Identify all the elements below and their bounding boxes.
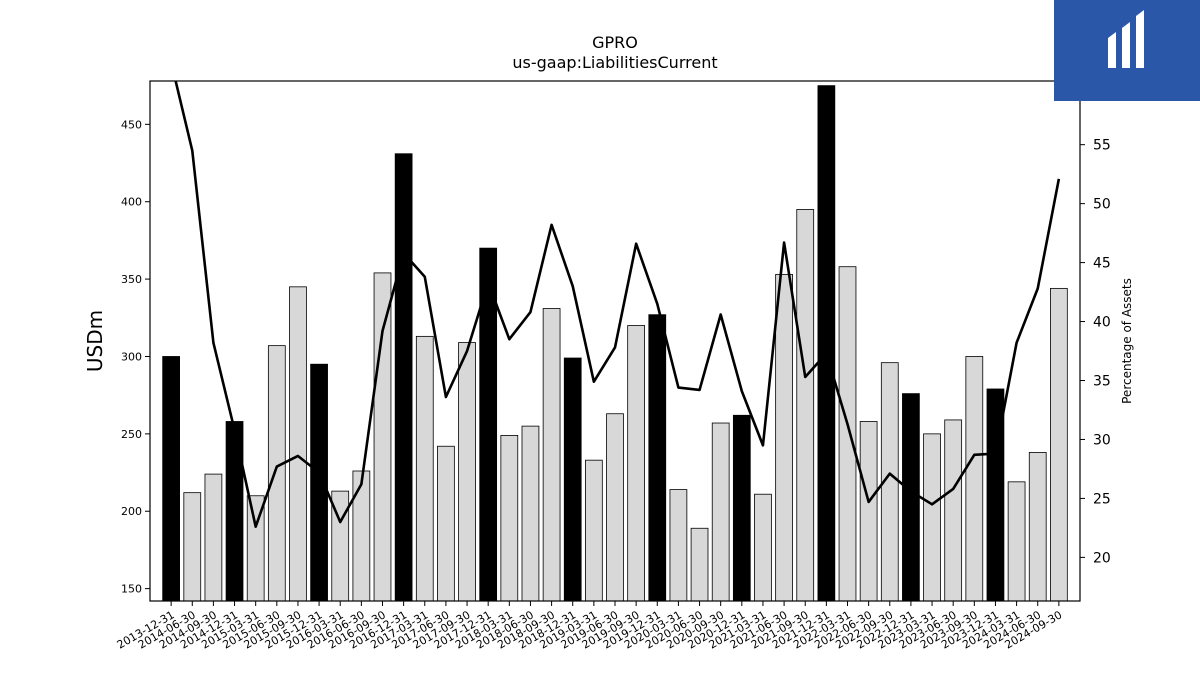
bar-2021-12-31 (817, 85, 836, 602)
bar-2018-06-30 (521, 425, 540, 602)
bar-2022-03-31 (838, 266, 857, 602)
y2-tick-label-55: 55 (1093, 138, 1111, 154)
bar-2014-12-31 (225, 421, 244, 602)
y-tick-label-350: 350 (121, 273, 142, 286)
y-tick-label-250: 250 (121, 428, 142, 441)
bar-2016-06-30 (352, 470, 371, 602)
logo-text: MIDGARD FINANCE (4, 69, 142, 84)
bar-2018-09-30 (542, 308, 561, 602)
bar-2022-06-30 (859, 421, 878, 602)
bar-2021-09-30 (796, 209, 815, 602)
bar-2022-12-31 (902, 393, 920, 602)
y2-tick-label-50: 50 (1093, 197, 1111, 213)
y2-tick-label-40: 40 (1093, 315, 1111, 331)
bar-2014-09-30 (204, 473, 223, 602)
bar-2023-03-31 (923, 433, 941, 602)
bar-2017-06-30 (437, 445, 455, 602)
bar-2016-12-31 (394, 153, 413, 602)
y-tick-label-150: 150 (121, 583, 142, 596)
bar-2023-06-30 (944, 419, 963, 602)
y2-tick-label-30: 30 (1093, 432, 1111, 448)
bar-2024-06-30 (1028, 452, 1047, 602)
bar-2019-12-31 (648, 314, 667, 602)
midgard-logo-icon (1108, 10, 1144, 68)
bar-2020-06-30 (690, 527, 709, 602)
bar-2017-09-30 (458, 342, 476, 602)
bar-2020-09-30 (711, 422, 730, 602)
bar-2019-09-30 (627, 325, 645, 602)
y-tick-label-300: 300 (121, 350, 142, 363)
bar-2015-12-31 (310, 363, 328, 602)
bar-2018-12-31 (563, 357, 582, 602)
y2-tick-label-25: 25 (1093, 491, 1111, 507)
bar-2018-03-31 (500, 434, 519, 602)
chart-subtitle: us-gaap:LiabilitiesCurrent (512, 53, 717, 72)
y2-tick-label-45: 45 (1093, 256, 1111, 272)
bar-2023-09-30 (965, 356, 984, 602)
bar-2021-03-31 (754, 493, 772, 602)
bar-2017-03-31 (415, 335, 434, 602)
y2-tick-label-35: 35 (1093, 374, 1111, 390)
y-tick-label-450: 450 (121, 118, 142, 131)
y-tick-label-200: 200 (121, 505, 142, 518)
bar-2024-03-31 (1007, 481, 1026, 602)
bar-2015-06-30 (267, 345, 286, 602)
bar-2013-12-31 (162, 356, 180, 602)
bar-2014-06-30 (183, 492, 202, 602)
line-series-percentage-of-assets (174, 81, 1061, 529)
bar-2016-09-30 (373, 272, 392, 602)
bar-2015-09-30 (289, 286, 307, 602)
bar-2024-09-30 (1050, 287, 1068, 602)
bar-2019-03-31 (585, 459, 603, 602)
y-axis-label: USDm (83, 310, 107, 372)
bar-2020-03-31 (669, 489, 688, 602)
bar-2020-12-31 (732, 414, 751, 602)
bar-2021-06-30 (775, 274, 793, 602)
y-tick-label-400: 400 (121, 196, 142, 209)
y2-tick-label-20: 20 (1093, 550, 1111, 566)
bar-2019-06-30 (606, 413, 624, 602)
chart-title: GPRO (592, 33, 638, 52)
y2-axis-label: Percentage of Assets (1120, 278, 1134, 404)
